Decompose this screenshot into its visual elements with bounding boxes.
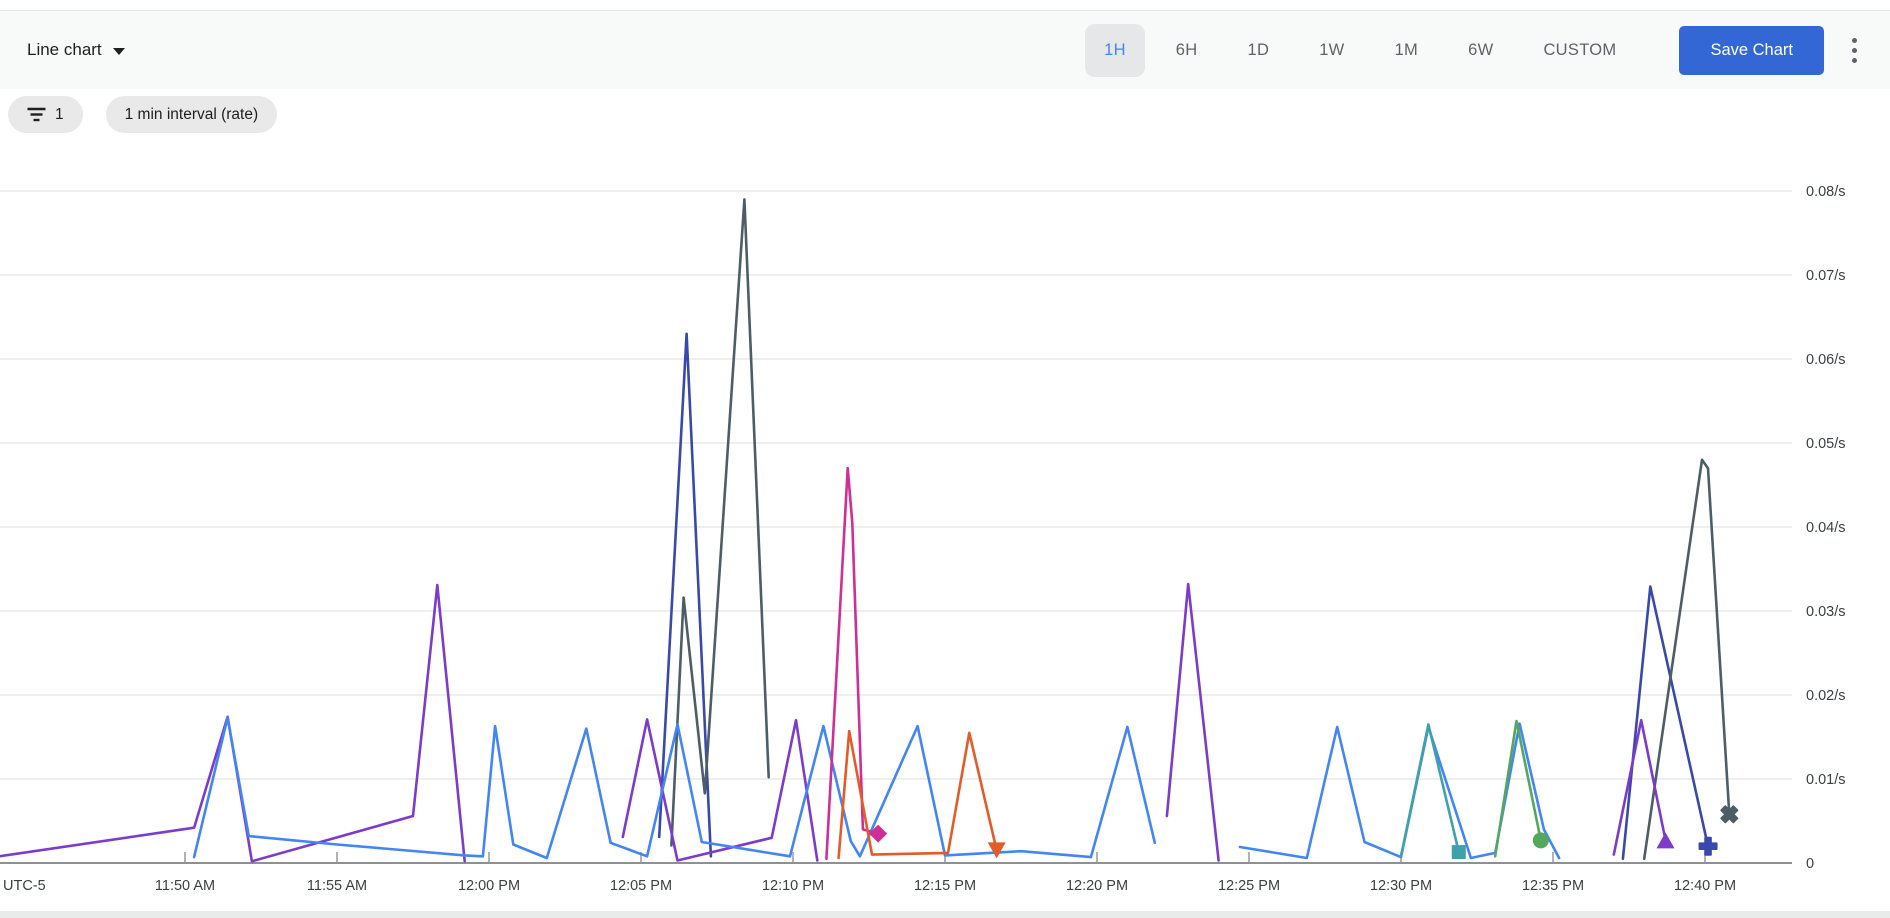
svg-text:0.05/s: 0.05/s xyxy=(1806,436,1846,452)
circle-marker xyxy=(1532,832,1549,849)
interval-chip-label: 1 min interval (rate) xyxy=(124,105,259,123)
svg-text:12:10 PM: 12:10 PM xyxy=(762,878,824,894)
bottom-divider xyxy=(0,911,1890,918)
svg-text:0.01/s: 0.01/s xyxy=(1806,772,1846,788)
svg-text:0.04/s: 0.04/s xyxy=(1806,520,1846,536)
more-options-kebab-icon[interactable] xyxy=(1846,30,1863,71)
svg-text:0.07/s: 0.07/s xyxy=(1806,268,1846,284)
range-button-1m[interactable]: 1M xyxy=(1376,24,1438,77)
svg-text:12:00 PM: 12:00 PM xyxy=(458,878,520,894)
svg-text:12:40 PM: 12:40 PM xyxy=(1674,878,1736,894)
range-button-1h[interactable]: 1H xyxy=(1085,23,1145,77)
time-range-group: 1H 6H 1D 1W 1M 6W CUSTOM xyxy=(1085,23,1635,77)
svg-text:11:50 AM: 11:50 AM xyxy=(155,878,215,894)
svg-text:0: 0 xyxy=(1806,856,1814,872)
diamond-marker xyxy=(869,824,888,843)
range-button-1d[interactable]: 1D xyxy=(1229,24,1289,77)
svg-text:0.03/s: 0.03/s xyxy=(1806,604,1846,620)
chart-type-label: Line chart xyxy=(27,40,102,59)
svg-text:12:30 PM: 12:30 PM xyxy=(1370,878,1432,894)
filter-count-label: 1 xyxy=(55,105,64,123)
svg-text:11:55 AM: 11:55 AM xyxy=(307,878,367,894)
svg-text:12:15 PM: 12:15 PM xyxy=(914,878,976,894)
svg-text:12:35 PM: 12:35 PM xyxy=(1522,878,1584,894)
filter-count-chip[interactable]: 1 xyxy=(8,96,83,133)
svg-text:0.08/s: 0.08/s xyxy=(1806,184,1846,200)
chart-type-dropdown[interactable]: Line chart xyxy=(27,40,125,60)
filter-chip-row: 1 1 min interval (rate) xyxy=(8,96,278,133)
svg-text:12:25 PM: 12:25 PM xyxy=(1218,878,1280,894)
triangle-down-marker xyxy=(987,842,1006,859)
chevron-down-icon xyxy=(112,47,125,55)
filter-funnel-icon xyxy=(27,107,46,122)
svg-text:0.06/s: 0.06/s xyxy=(1806,352,1846,368)
range-button-1w[interactable]: 1W xyxy=(1300,24,1363,77)
triangle-up-marker xyxy=(1656,832,1675,849)
svg-text:UTC-5: UTC-5 xyxy=(3,878,46,894)
range-button-6h[interactable]: 6H xyxy=(1157,24,1217,77)
range-button-6w[interactable]: 6W xyxy=(1449,24,1512,77)
plus-marker xyxy=(1698,836,1718,856)
chart-toolbar: Line chart 1H 6H 1D 1W 1M 6W CUSTOM Save… xyxy=(0,10,1890,89)
x-marker xyxy=(1720,805,1739,824)
interval-chip[interactable]: 1 min interval (rate) xyxy=(105,96,278,133)
save-chart-button[interactable]: Save Chart xyxy=(1679,25,1824,75)
svg-text:0.02/s: 0.02/s xyxy=(1806,688,1846,704)
svg-text:12:20 PM: 12:20 PM xyxy=(1066,878,1128,894)
square-marker xyxy=(1451,845,1466,860)
range-button-custom[interactable]: CUSTOM xyxy=(1524,24,1635,77)
svg-text:12:05 PM: 12:05 PM xyxy=(610,878,672,894)
